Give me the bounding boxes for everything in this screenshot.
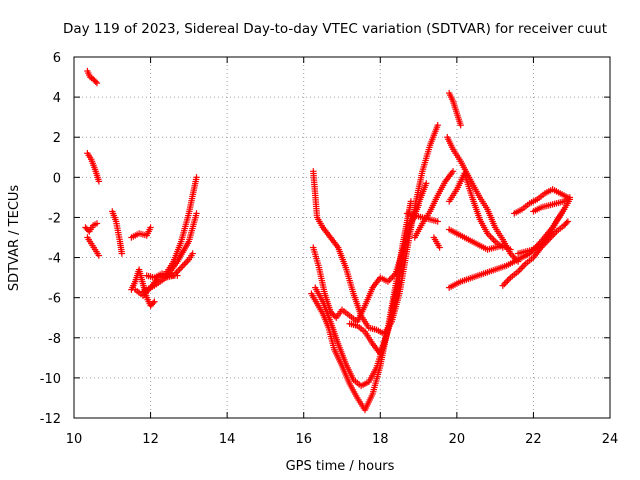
- data-point: [95, 252, 103, 259]
- y-tick-label: 2: [53, 131, 61, 146]
- data-point: [178, 264, 185, 271]
- x-tick-label: 14: [219, 432, 236, 447]
- data-point: [507, 246, 514, 253]
- x-tick-label: 24: [602, 432, 619, 447]
- data-point: [93, 79, 101, 87]
- data-point: [151, 298, 158, 305]
- data-point: [92, 78, 99, 85]
- x-tick-label: 12: [142, 432, 159, 447]
- y-axis-label: SDTVAR / TECUs: [7, 185, 22, 292]
- plot-frame: [73, 56, 611, 419]
- data-point: [521, 261, 528, 269]
- data-point: [189, 250, 196, 257]
- data-point: [566, 194, 573, 201]
- data-point: [457, 121, 464, 129]
- data-point: [488, 235, 496, 242]
- x-tick-label: 22: [525, 432, 542, 447]
- data-point: [502, 279, 510, 286]
- data-point: [179, 262, 186, 270]
- y-tick-label: -8: [48, 332, 61, 347]
- data-point: [330, 311, 337, 318]
- y-tick-label: -4: [48, 252, 61, 267]
- y-tick-label: -12: [40, 412, 61, 427]
- x-tick-label: 18: [372, 432, 389, 447]
- data-point: [563, 219, 570, 226]
- data-point: [490, 236, 497, 244]
- data-point: [519, 263, 526, 270]
- data-point: [423, 180, 430, 187]
- data-point: [386, 276, 393, 284]
- data-point: [182, 259, 189, 266]
- data-point: [564, 218, 572, 225]
- data-point: [434, 121, 441, 129]
- data-point: [517, 265, 525, 272]
- y-tick-label: 0: [53, 171, 61, 186]
- x-tick-label: 16: [295, 432, 312, 447]
- data-point: [176, 265, 183, 273]
- x-tick-label: 10: [66, 432, 83, 447]
- x-tick-label: 20: [449, 432, 466, 447]
- data-point: [487, 233, 494, 240]
- data-point: [147, 224, 154, 231]
- y-tick-label: 6: [53, 51, 61, 66]
- data-point: [407, 198, 415, 205]
- data-point: [501, 280, 508, 288]
- y-tick-label: -10: [40, 372, 61, 387]
- data-point: [516, 266, 523, 274]
- data-point: [193, 210, 200, 217]
- data-point: [193, 174, 200, 181]
- data-point: [415, 202, 422, 209]
- data-point: [118, 250, 126, 257]
- chart-title: Day 119 of 2023, Sidereal Day-to-day VTE…: [63, 21, 607, 37]
- x-axis-label: GPS time / hours: [286, 459, 395, 474]
- data-point: [434, 218, 441, 225]
- data-point: [504, 277, 511, 285]
- y-tick-label: -6: [48, 292, 61, 307]
- data-point: [95, 178, 103, 185]
- data-point: [93, 220, 101, 227]
- y-tick-label: 4: [53, 91, 61, 106]
- y-tick-label: -2: [48, 211, 61, 226]
- data-point: [149, 299, 157, 307]
- data-points: [82, 67, 573, 414]
- grid: [74, 57, 610, 418]
- data-point: [181, 261, 188, 268]
- data-point: [505, 276, 513, 283]
- data-point: [449, 168, 457, 175]
- data-point: [174, 267, 182, 274]
- data-point: [499, 282, 506, 289]
- data-point: [436, 244, 443, 251]
